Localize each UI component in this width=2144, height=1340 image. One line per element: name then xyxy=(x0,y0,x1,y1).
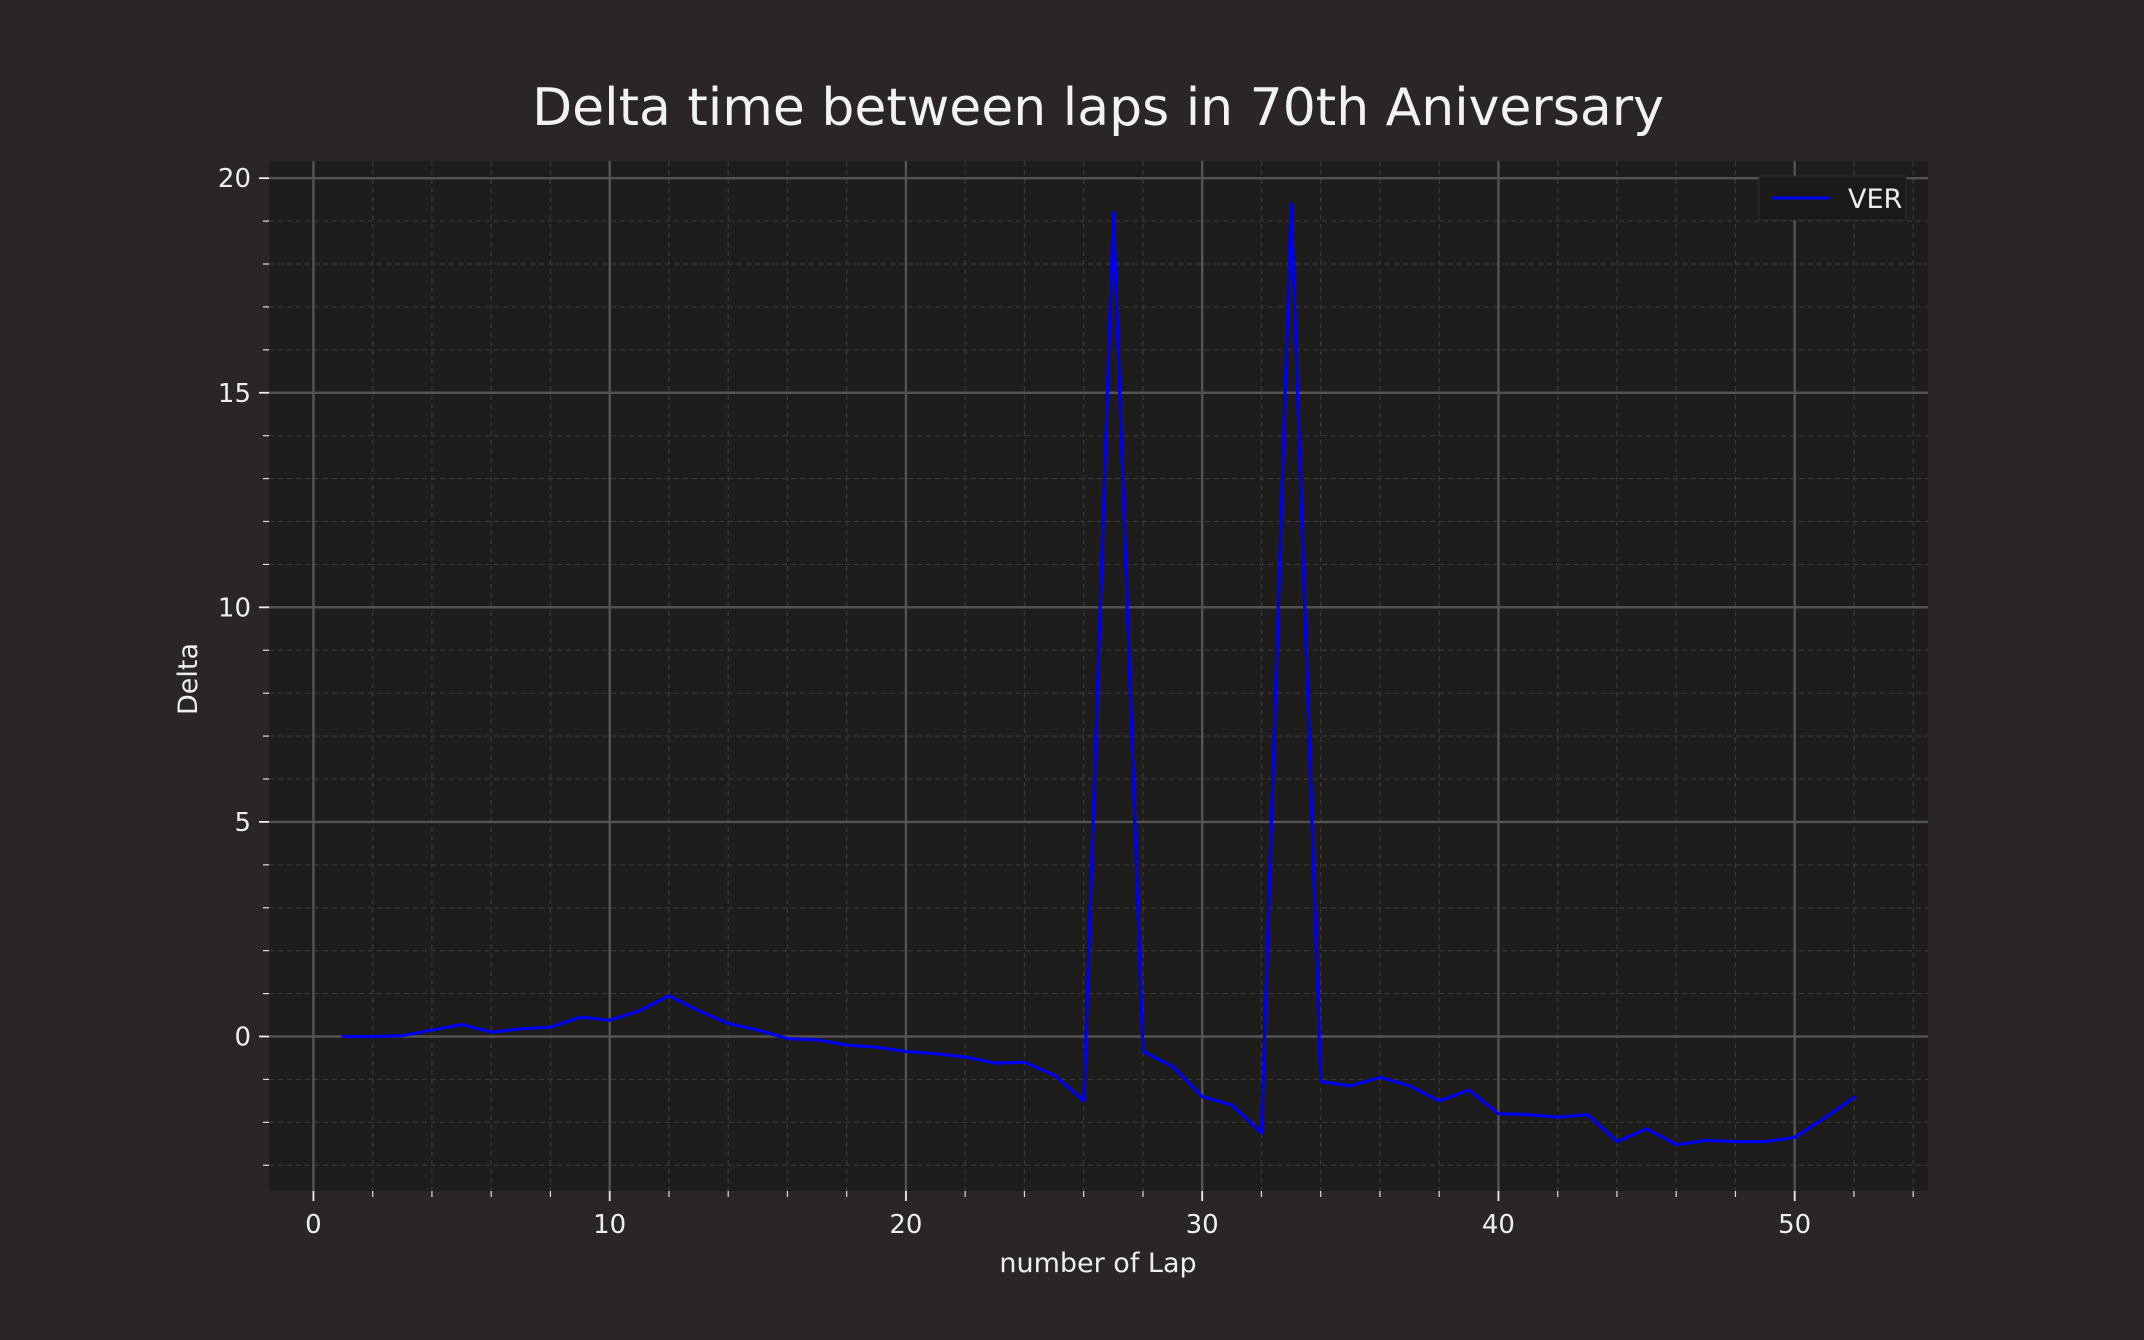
x-tick-label: 20 xyxy=(889,1210,922,1240)
data-point xyxy=(1408,1084,1411,1088)
data-point xyxy=(1467,1088,1471,1092)
x-tick-label: 30 xyxy=(1186,1210,1219,1240)
data-point xyxy=(1763,1140,1767,1143)
data-point xyxy=(430,1028,434,1032)
data-point xyxy=(1852,1096,1856,1099)
data-point xyxy=(1556,1116,1559,1119)
data-point xyxy=(1378,1076,1382,1079)
major-grid xyxy=(269,161,1928,1191)
data-point xyxy=(875,1046,878,1049)
data-point xyxy=(608,1019,611,1022)
data-point xyxy=(1201,1095,1204,1098)
data-point xyxy=(1793,1136,1796,1139)
y-tick-label: 0 xyxy=(234,1023,251,1053)
data-point xyxy=(756,1028,759,1032)
data-point xyxy=(1675,1143,1678,1146)
series-line-ver xyxy=(341,202,1856,1147)
minor-grid xyxy=(269,161,1928,1191)
data-point xyxy=(697,1009,700,1012)
data-point xyxy=(964,1055,967,1059)
data-point xyxy=(1141,1050,1145,1053)
data-point xyxy=(1349,1084,1352,1088)
data-point xyxy=(904,1050,908,1053)
data-point xyxy=(460,1023,463,1026)
data-point xyxy=(1289,202,1293,206)
x-axis-label: number of Lap xyxy=(999,1248,1196,1279)
legend-label: VER xyxy=(1848,184,1902,215)
x-tick-label: 0 xyxy=(305,1210,322,1240)
series-group xyxy=(341,202,1856,1147)
data-point xyxy=(519,1027,522,1031)
chart-title: Delta time between laps in 70th Aniversa… xyxy=(532,78,1664,138)
axis-ticks xyxy=(259,177,1914,1201)
data-point xyxy=(1052,1073,1056,1077)
data-point xyxy=(786,1037,789,1040)
legend: VER xyxy=(1758,175,1907,221)
data-point xyxy=(1438,1099,1441,1103)
data-point xyxy=(578,1016,582,1019)
data-point xyxy=(993,1061,996,1065)
data-point xyxy=(401,1034,404,1037)
data-point xyxy=(1112,211,1115,214)
data-point xyxy=(1823,1116,1826,1120)
tick-labels: 0 10 20 30 40 50 0 5 10 15 20 xyxy=(218,164,1811,1240)
y-axis-label: Delta xyxy=(173,643,204,715)
y-tick-label: 10 xyxy=(218,593,251,623)
data-point xyxy=(1586,1113,1589,1116)
y-tick-label: 20 xyxy=(218,164,251,194)
x-tick-label: 40 xyxy=(1482,1210,1515,1240)
data-point xyxy=(1734,1140,1737,1143)
data-point xyxy=(815,1038,819,1042)
data-point xyxy=(1082,1099,1085,1103)
data-point xyxy=(1230,1104,1234,1107)
data-point xyxy=(549,1025,552,1029)
y-tick-label: 15 xyxy=(218,379,251,409)
data-point xyxy=(1645,1127,1648,1131)
data-point xyxy=(727,1022,730,1025)
data-point xyxy=(1526,1113,1530,1116)
data-point xyxy=(667,994,671,997)
data-point xyxy=(934,1052,937,1055)
data-point xyxy=(1497,1112,1500,1116)
data-point xyxy=(490,1031,493,1034)
data-point xyxy=(1615,1140,1619,1143)
data-point xyxy=(1260,1131,1263,1135)
data-point xyxy=(1023,1061,1026,1064)
data-point xyxy=(341,1035,345,1038)
data-point xyxy=(371,1035,374,1038)
y-tick-label: 5 xyxy=(234,808,251,838)
data-point xyxy=(638,1009,641,1012)
data-point xyxy=(845,1043,848,1047)
data-point xyxy=(1319,1080,1322,1083)
data-point xyxy=(1171,1065,1174,1068)
x-tick-label: 10 xyxy=(593,1210,626,1240)
x-tick-label: 50 xyxy=(1778,1210,1811,1240)
data-point xyxy=(1704,1139,1708,1142)
